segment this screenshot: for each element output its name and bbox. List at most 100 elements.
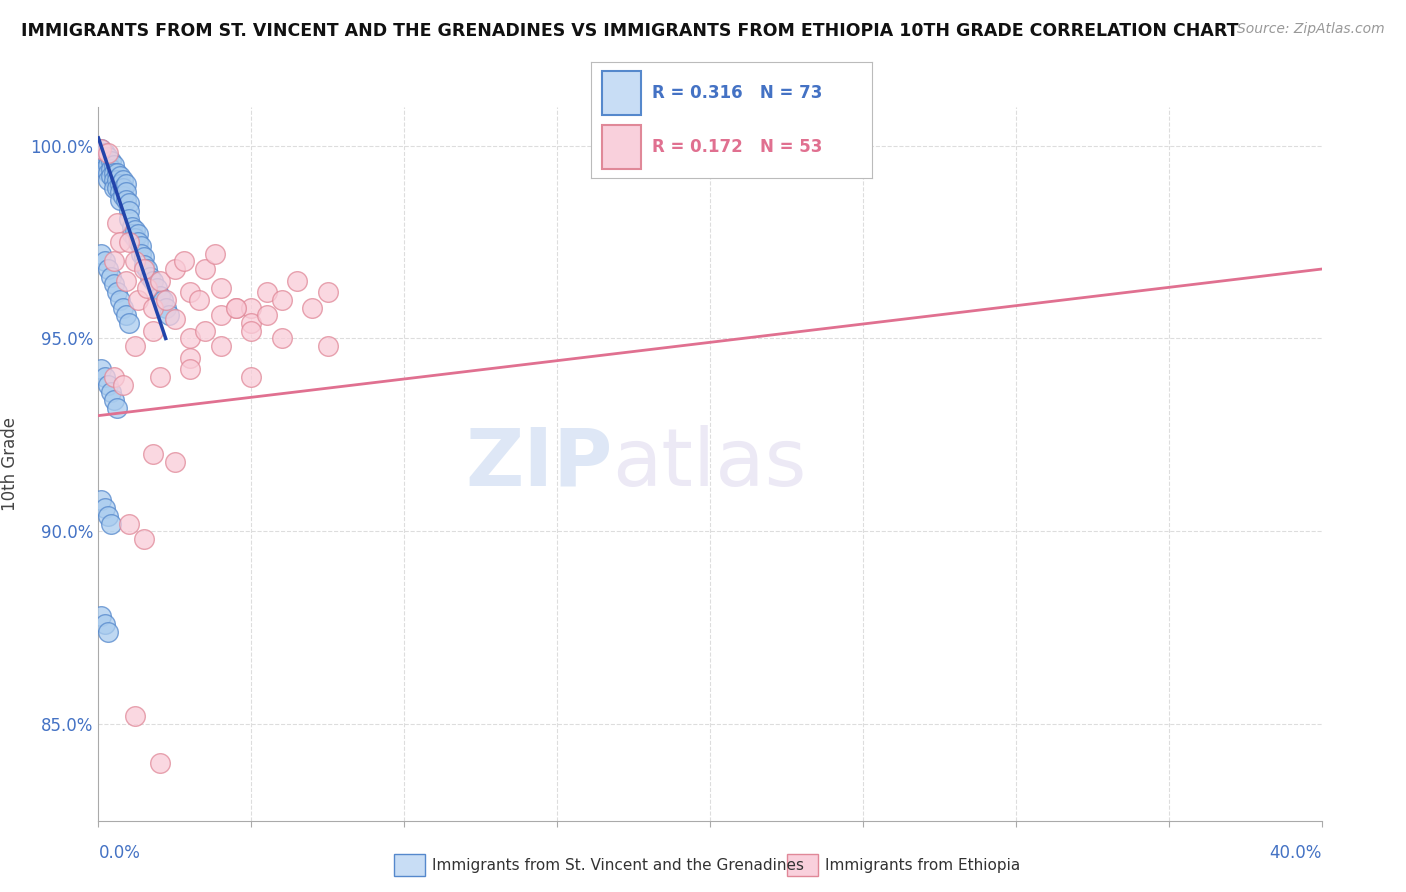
- Point: [118, 196, 141, 211]
- Point: [97, 508, 120, 523]
- Point: [163, 455, 186, 469]
- Point: [93, 146, 115, 161]
- Point: [111, 188, 134, 202]
- Point: [209, 339, 232, 353]
- Point: [124, 254, 146, 268]
- Point: [179, 331, 201, 345]
- Point: [105, 285, 128, 300]
- Point: [316, 339, 339, 353]
- Point: [103, 181, 125, 195]
- Point: [97, 158, 120, 172]
- Point: [152, 293, 174, 307]
- Point: [194, 262, 217, 277]
- Point: [108, 193, 131, 207]
- Point: [240, 324, 263, 338]
- Point: [97, 173, 120, 187]
- Point: [115, 193, 138, 207]
- Point: [240, 316, 263, 330]
- Text: Immigrants from St. Vincent and the Grenadines: Immigrants from St. Vincent and the Gren…: [432, 858, 804, 872]
- Bar: [602, 125, 641, 169]
- Point: [194, 324, 217, 338]
- Point: [103, 166, 125, 180]
- Point: [270, 293, 292, 307]
- Point: [93, 616, 115, 631]
- Text: R = 0.172   N = 53: R = 0.172 N = 53: [652, 138, 823, 156]
- Point: [105, 181, 128, 195]
- Point: [100, 154, 122, 169]
- Point: [97, 146, 120, 161]
- Point: [124, 339, 146, 353]
- Point: [270, 331, 292, 345]
- Point: [163, 262, 186, 277]
- Point: [145, 281, 167, 295]
- Point: [100, 161, 122, 176]
- Point: [93, 161, 115, 176]
- Point: [100, 516, 122, 531]
- Point: [97, 377, 120, 392]
- Point: [90, 362, 112, 376]
- Point: [90, 493, 112, 508]
- Point: [108, 177, 131, 191]
- Point: [108, 169, 131, 184]
- Point: [204, 246, 226, 260]
- Point: [105, 173, 128, 187]
- Point: [111, 173, 134, 187]
- Point: [149, 370, 172, 384]
- Point: [97, 262, 120, 277]
- Text: Immigrants from Ethiopia: Immigrants from Ethiopia: [825, 858, 1021, 872]
- Point: [93, 254, 115, 268]
- Point: [108, 185, 131, 199]
- Text: ZIP: ZIP: [465, 425, 612, 503]
- Point: [155, 301, 177, 315]
- Point: [111, 301, 134, 315]
- Point: [188, 293, 211, 307]
- Point: [285, 274, 308, 288]
- Point: [155, 293, 177, 307]
- Point: [134, 532, 156, 546]
- Point: [118, 516, 141, 531]
- Point: [97, 150, 120, 164]
- Point: [134, 258, 156, 272]
- Point: [100, 385, 122, 400]
- Point: [316, 285, 339, 300]
- Point: [124, 231, 146, 245]
- Text: IMMIGRANTS FROM ST. VINCENT AND THE GRENADINES VS IMMIGRANTS FROM ETHIOPIA 10TH : IMMIGRANTS FROM ST. VINCENT AND THE GREN…: [21, 22, 1239, 40]
- Point: [124, 223, 146, 237]
- Point: [129, 239, 152, 253]
- Text: 40.0%: 40.0%: [1270, 844, 1322, 862]
- Point: [97, 624, 120, 639]
- Point: [142, 301, 165, 315]
- Point: [108, 235, 131, 249]
- Point: [103, 277, 125, 292]
- Point: [157, 309, 180, 323]
- Point: [301, 301, 323, 315]
- Point: [90, 150, 112, 164]
- Point: [105, 401, 128, 415]
- Point: [103, 173, 125, 187]
- Text: 0.0%: 0.0%: [98, 844, 141, 862]
- Point: [90, 246, 112, 260]
- Point: [118, 316, 141, 330]
- Point: [100, 269, 122, 284]
- Point: [90, 143, 112, 157]
- Point: [240, 370, 263, 384]
- Point: [225, 301, 247, 315]
- Point: [256, 309, 278, 323]
- Point: [134, 262, 156, 277]
- Point: [90, 143, 112, 157]
- Point: [105, 216, 128, 230]
- Point: [90, 609, 112, 624]
- Point: [129, 246, 152, 260]
- Point: [127, 227, 149, 242]
- Point: [108, 293, 131, 307]
- Point: [179, 351, 201, 365]
- Point: [149, 274, 172, 288]
- Point: [256, 285, 278, 300]
- Point: [209, 281, 232, 295]
- Text: Source: ZipAtlas.com: Source: ZipAtlas.com: [1237, 22, 1385, 37]
- Bar: [602, 70, 641, 114]
- Point: [103, 370, 125, 384]
- Point: [179, 362, 201, 376]
- Point: [173, 254, 195, 268]
- Point: [149, 289, 172, 303]
